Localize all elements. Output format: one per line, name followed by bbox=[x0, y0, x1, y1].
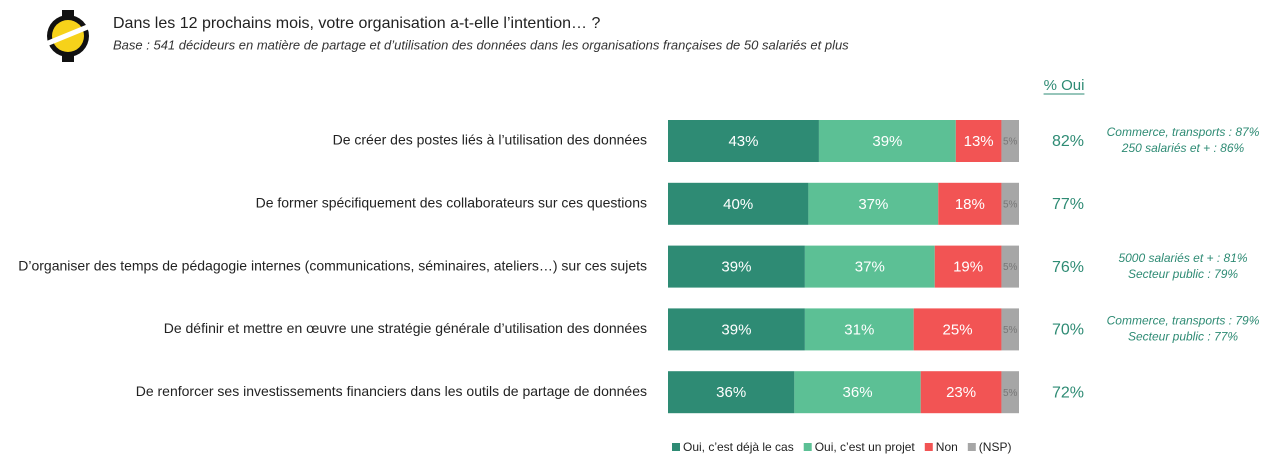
value-label: 31% bbox=[844, 321, 874, 338]
legend-swatch bbox=[967, 443, 976, 451]
annotation: 250 salariés et + : 86% bbox=[1121, 141, 1245, 155]
value-label: 5% bbox=[1003, 388, 1018, 399]
bar-segment bbox=[955, 120, 1002, 162]
legend-swatch bbox=[803, 443, 812, 451]
bar-segment bbox=[804, 245, 935, 288]
bar-segment bbox=[794, 371, 921, 414]
value-label: 13% bbox=[964, 133, 994, 150]
bar-segment bbox=[913, 308, 1002, 351]
value-label: 5% bbox=[1003, 325, 1018, 336]
value-label: 37% bbox=[858, 196, 888, 213]
value-label: 23% bbox=[946, 384, 976, 401]
value-label: 25% bbox=[943, 321, 973, 338]
legend-label: Oui, c’est un projet bbox=[815, 440, 916, 454]
category-label: De renforcer ses investissements financi… bbox=[136, 383, 647, 399]
legend-label: Non bbox=[936, 440, 958, 454]
bar-segment bbox=[1001, 308, 1019, 351]
value-label: 18% bbox=[955, 196, 985, 213]
value-label: 39% bbox=[721, 321, 751, 338]
category-label: De définir et mettre en œuvre une straté… bbox=[164, 320, 647, 336]
value-label: 5% bbox=[1003, 137, 1018, 148]
bar-segment bbox=[804, 308, 914, 351]
total-label: 72% bbox=[1052, 384, 1084, 401]
legend-swatch bbox=[672, 443, 680, 451]
category-label: De former spécifiquement des collaborate… bbox=[256, 195, 647, 211]
total-label: 70% bbox=[1052, 322, 1084, 339]
bar-segment bbox=[920, 371, 1002, 414]
annotation: Commerce, transports : 87% bbox=[1107, 125, 1260, 139]
logo bbox=[45, 10, 91, 62]
category-label: D’organiser des temps de pédagogie inter… bbox=[18, 257, 647, 273]
annotation: Secteur public : 77% bbox=[1128, 330, 1238, 344]
value-label: 5% bbox=[1003, 199, 1018, 210]
value-label: 43% bbox=[728, 133, 758, 150]
bar-segment bbox=[808, 182, 939, 225]
bar-segment bbox=[668, 245, 805, 288]
bar-segment bbox=[938, 182, 1002, 225]
bar-segment bbox=[1001, 245, 1019, 288]
bar-segment bbox=[668, 308, 805, 351]
bar-segment bbox=[1001, 182, 1019, 225]
annotation: Secteur public : 79% bbox=[1128, 267, 1238, 281]
annotation: Commerce, transports : 79% bbox=[1107, 314, 1260, 328]
legend-label: (NSP) bbox=[979, 440, 1012, 454]
legend-label: Oui, c’est déjà le cas bbox=[683, 440, 794, 454]
legend-swatch bbox=[924, 443, 933, 451]
value-label: 40% bbox=[723, 196, 753, 213]
value-label: 37% bbox=[855, 259, 885, 276]
total-label: 76% bbox=[1052, 259, 1084, 276]
chart-subtitle: Base : 541 décideurs en matière de parta… bbox=[113, 37, 849, 52]
value-label: 5% bbox=[1003, 262, 1018, 273]
bar-segment bbox=[934, 245, 1002, 288]
bar-segment bbox=[668, 182, 809, 225]
chart-title: Dans les 12 prochains mois, votre organi… bbox=[113, 15, 600, 32]
category-label: De créer des postes liés à l’utilisation… bbox=[333, 132, 647, 148]
value-label: 39% bbox=[721, 259, 751, 276]
total-label: 77% bbox=[1052, 196, 1084, 213]
value-label: 36% bbox=[843, 384, 873, 401]
value-label: 36% bbox=[716, 384, 746, 401]
value-label: 39% bbox=[872, 133, 902, 150]
value-label: 19% bbox=[953, 259, 983, 276]
total-label: 82% bbox=[1052, 133, 1084, 150]
bar-segment bbox=[1001, 371, 1019, 414]
bar-segment bbox=[668, 371, 795, 414]
annotation: 5000 salariés et + : 81% bbox=[1118, 251, 1247, 265]
bar-segment bbox=[1001, 120, 1019, 162]
totals-title: % Oui bbox=[1044, 77, 1085, 94]
bar-segment bbox=[818, 120, 956, 162]
bar-segment bbox=[668, 120, 819, 162]
